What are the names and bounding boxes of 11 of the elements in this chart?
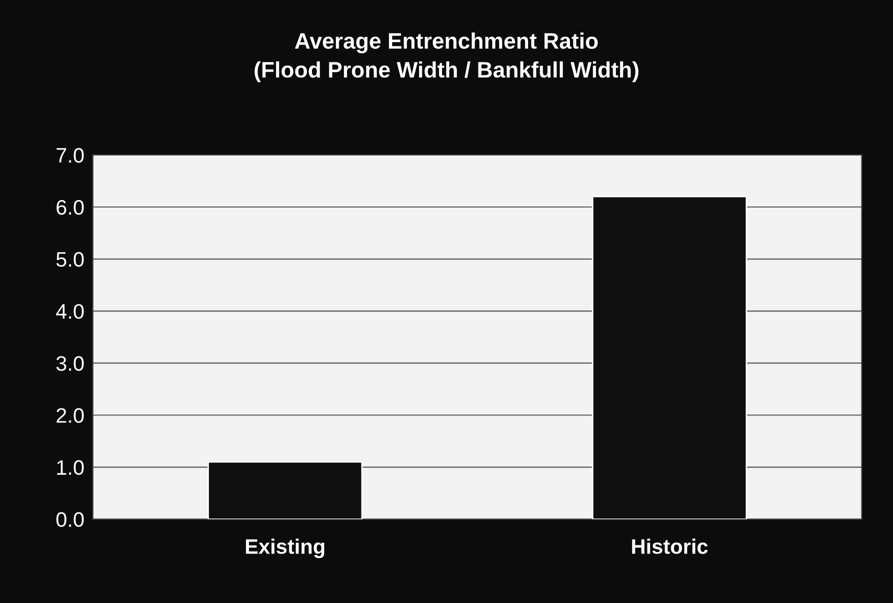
y-tick-label: 4.0 (56, 304, 84, 319)
y-tick-label: 6.0 (56, 200, 84, 215)
y-tick-label: 2.0 (56, 408, 84, 423)
y-tick-label: 5.0 (56, 252, 84, 267)
x-tick-label: Historic (632, 538, 708, 554)
y-tick-label: 0.0 (56, 512, 84, 527)
chart-title: Average Entrenchment Ratio (Flood Prone Width / Bankfull Width) (254, 32, 638, 82)
y-tick-label: 3.0 (56, 356, 84, 371)
x-tick-label: Existing (246, 538, 324, 558)
y-tick-label: 1.0 (57, 460, 84, 475)
y-tick-label: 7.0 (56, 148, 84, 163)
